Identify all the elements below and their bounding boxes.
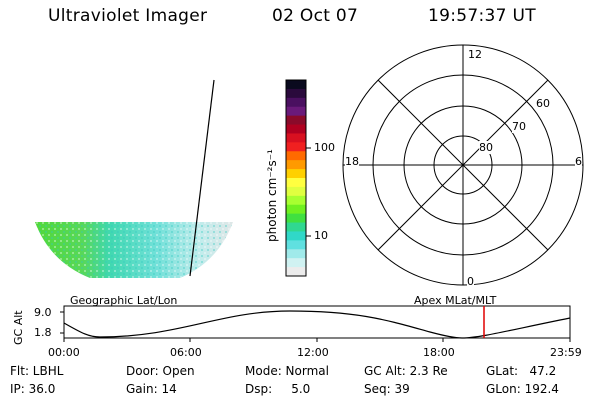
x-tick-2359: 23:59 [550,346,582,359]
colorbar-cell [286,169,306,179]
colorbar-tick-10: 10 [314,229,328,242]
x-tick-0600: 06:00 [170,346,202,359]
mlt-label-12: 12 [468,48,482,61]
colorbar-cell [286,97,306,108]
lat-label-60: 60 [536,97,550,110]
status-ip: IP: 36.0 [10,382,56,396]
terminator-line [189,79,215,277]
app-title: Ultraviolet Imager [48,6,208,26]
colorbar-cell [286,88,306,99]
status-gain: Gain: 14 [126,382,177,396]
time-label: 19:57:37 UT [428,6,536,26]
colorbar-cell [286,178,306,188]
colorbar-cell [286,240,306,250]
y-tick-min: 1.8 [34,326,52,339]
geographic-label: Geographic Lat/Lon [70,294,178,307]
colorbar-cell [286,133,306,143]
mlt-label-0: 0 [467,275,474,288]
colorbar-cell [286,142,306,152]
y-tick-max: 9.0 [34,306,52,319]
colorbar-cell [286,231,306,241]
colorbar-cell [286,151,306,161]
polar-diagonal-2 [377,79,549,251]
colorbar-cell [286,258,306,268]
colorbar-cell [286,222,306,232]
apex-label: Apex MLat/MLT [414,294,497,307]
colorbar-cell [286,80,306,90]
x-tick-0000: 00:00 [48,346,80,359]
status-gc-alt: GC Alt: 2.3 Re [364,364,448,378]
status-flt: Flt: LBHL [10,364,64,378]
status-mode: Mode: Normal [245,364,329,378]
mlt-label-6: 6 [575,155,582,168]
date-label: 02 Oct 07 [272,6,359,26]
colorbar-cell [286,213,306,224]
status-dsp: Dsp: 5.0 [245,382,311,396]
colorbar-cell [286,204,306,215]
x-tick-1200: 12:00 [297,346,329,359]
lat-label-70: 70 [512,120,526,133]
lat-label-80: 80 [479,141,493,154]
altitude-curve [63,310,571,339]
colorbar-cell [286,124,306,134]
mlt-label-18: 18 [345,155,359,168]
colorbar-cell [286,249,306,259]
colorbar-cell [286,186,306,197]
status-glon: GLon: 192.4 [486,382,559,396]
colorbar-cell [286,267,306,277]
colorbar-cell [286,115,306,126]
x-tick-1800: 18:00 [423,346,455,359]
status-seq: Seq: 39 [364,382,410,396]
status-glat: GLat: 47.2 [486,364,557,378]
status-door: Door: Open [126,364,195,378]
colorbar-cell [286,195,306,206]
colorbar-tick-100: 100 [314,141,335,154]
colorbar-cell [286,160,306,170]
colorbar-cell [286,106,306,117]
